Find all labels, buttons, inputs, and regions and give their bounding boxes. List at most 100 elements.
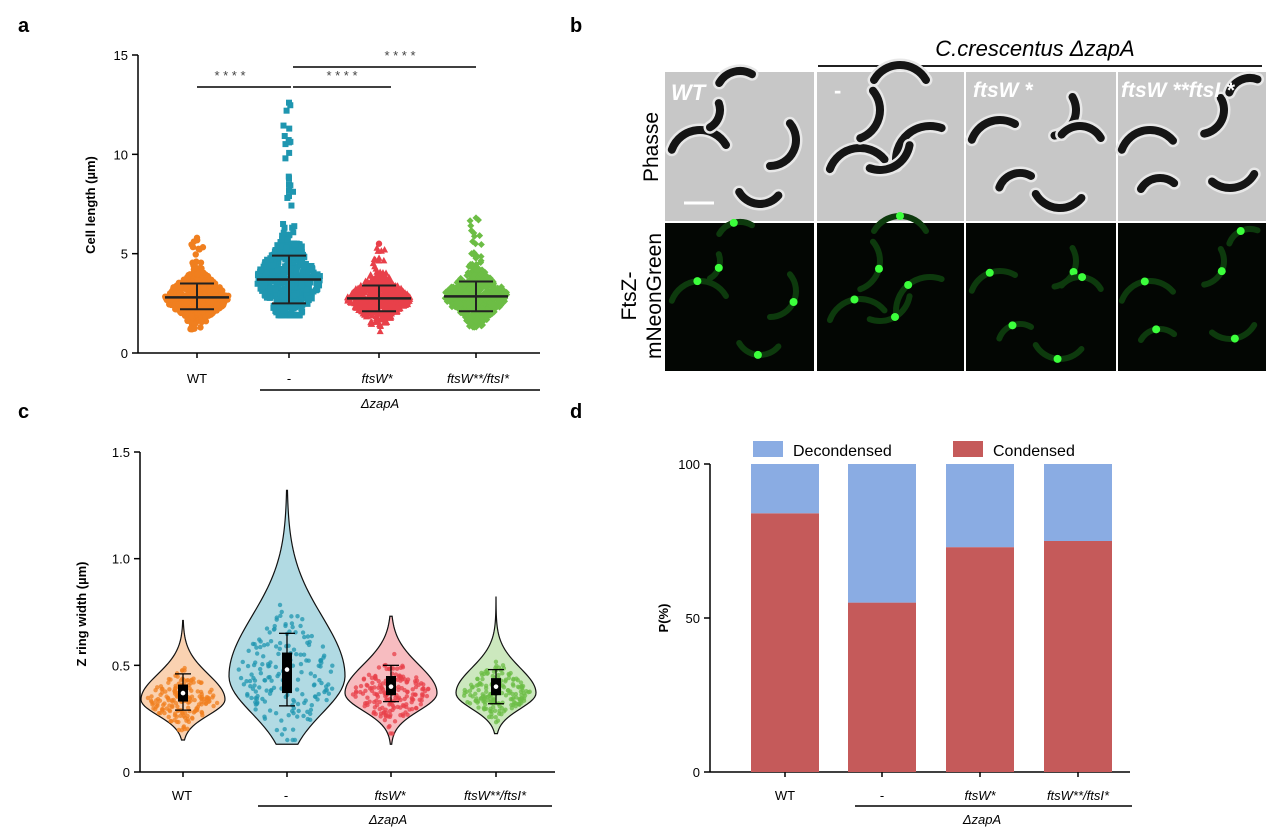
data-point: [177, 308, 184, 316]
bar-decondensed: [946, 464, 1014, 548]
data-point: [162, 701, 167, 706]
data-point: [324, 697, 329, 703]
data-point: [273, 278, 280, 285]
data-point: [392, 651, 397, 657]
data-point: [152, 707, 158, 712]
data-point: [269, 678, 274, 683]
data-point: [379, 269, 387, 276]
bar-decondensed: [751, 464, 819, 514]
legend-label-condensed: Condensed: [993, 443, 1075, 460]
data-point: [424, 693, 430, 699]
data-point: [280, 122, 287, 129]
data-point: [477, 257, 485, 265]
data-point: [160, 690, 165, 695]
data-point: [311, 683, 317, 688]
data-point: [304, 269, 311, 276]
data-point: [249, 672, 254, 677]
data-point: [470, 694, 475, 699]
panel-a-x-label-wt: WT: [187, 371, 207, 386]
data-point: [489, 714, 494, 720]
data-point: [464, 299, 472, 307]
data-point: [283, 262, 290, 269]
violin-0: [140, 619, 226, 741]
data-point: [188, 312, 195, 320]
data-point: [263, 259, 270, 266]
data-point: [244, 679, 249, 684]
data-point: [294, 652, 299, 657]
panel-d-y-tick-label: 50: [686, 611, 700, 626]
cell: [1057, 122, 1105, 142]
data-point: [384, 296, 392, 304]
data-point: [292, 241, 299, 248]
data-point: [175, 704, 180, 709]
data-point: [195, 689, 200, 694]
data-point: [357, 300, 365, 307]
data-point: [477, 270, 485, 278]
data-point: [371, 301, 379, 308]
data-point: [390, 291, 398, 299]
cell: [856, 86, 884, 143]
data-point: [180, 276, 188, 283]
data-point: [276, 303, 283, 310]
beeswarm-0: [162, 234, 232, 333]
outlier-point: [286, 181, 292, 188]
data-point: [466, 320, 474, 328]
data-point: [277, 646, 282, 652]
data-point: [513, 691, 519, 697]
data-point: [168, 677, 173, 682]
data-point: [279, 236, 286, 243]
fluorescence-image: [1118, 223, 1266, 371]
data-point: [277, 640, 283, 646]
data-point: [277, 239, 284, 246]
cell: [766, 119, 800, 170]
panel-c-group-label: ΔzapA: [368, 812, 407, 827]
data-point: [309, 702, 315, 708]
data-point: [500, 663, 506, 668]
data-point: [290, 708, 295, 714]
data-point: [503, 679, 508, 684]
data-point: [482, 702, 488, 707]
data-point: [522, 693, 528, 698]
data-point: [499, 711, 504, 717]
panel-d-y-tick-label: 0: [693, 765, 700, 780]
ftsz-spot: [1069, 267, 1078, 276]
data-point: [284, 644, 289, 649]
phase-image: [1118, 72, 1266, 221]
data-point: [291, 697, 296, 703]
data-point: [385, 697, 390, 702]
data-point: [475, 676, 480, 682]
data-point: [373, 268, 381, 275]
micrograph-header: C.crescentus ΔzapA: [935, 36, 1134, 61]
data-point: [376, 678, 381, 684]
outlier-point: [193, 234, 201, 241]
data-point: [376, 665, 382, 670]
data-point: [405, 689, 410, 695]
data-point: [372, 705, 378, 710]
data-point: [370, 255, 378, 262]
data-point: [426, 686, 431, 692]
data-point: [184, 718, 189, 723]
data-point: [399, 287, 407, 295]
data-point: [395, 305, 403, 312]
data-point: [358, 683, 364, 689]
row-label-ftsz: FtsZ-: [618, 272, 641, 321]
sig-stars-wt-vs-dash: * * * *: [214, 68, 245, 83]
panel-c-x-label-ftsw-ftsi: ftsW**/ftsI*: [464, 788, 527, 803]
data-point: [259, 287, 266, 294]
data-point: [197, 259, 205, 266]
data-point: [481, 705, 486, 711]
data-point: [283, 289, 290, 296]
data-point: [267, 674, 272, 680]
data-point: [214, 700, 220, 706]
data-point: [252, 642, 257, 647]
data-point: [476, 232, 484, 240]
data-point: [382, 289, 390, 297]
data-point: [296, 708, 301, 714]
data-point: [400, 712, 405, 717]
data-point: [403, 298, 411, 305]
data-point: [251, 662, 257, 668]
data-point: [253, 707, 258, 712]
fluorescence-image: [817, 223, 964, 371]
data-point: [456, 300, 464, 308]
sig-stars-dash-vs-ftsw-ftsi: * * * *: [384, 48, 415, 63]
